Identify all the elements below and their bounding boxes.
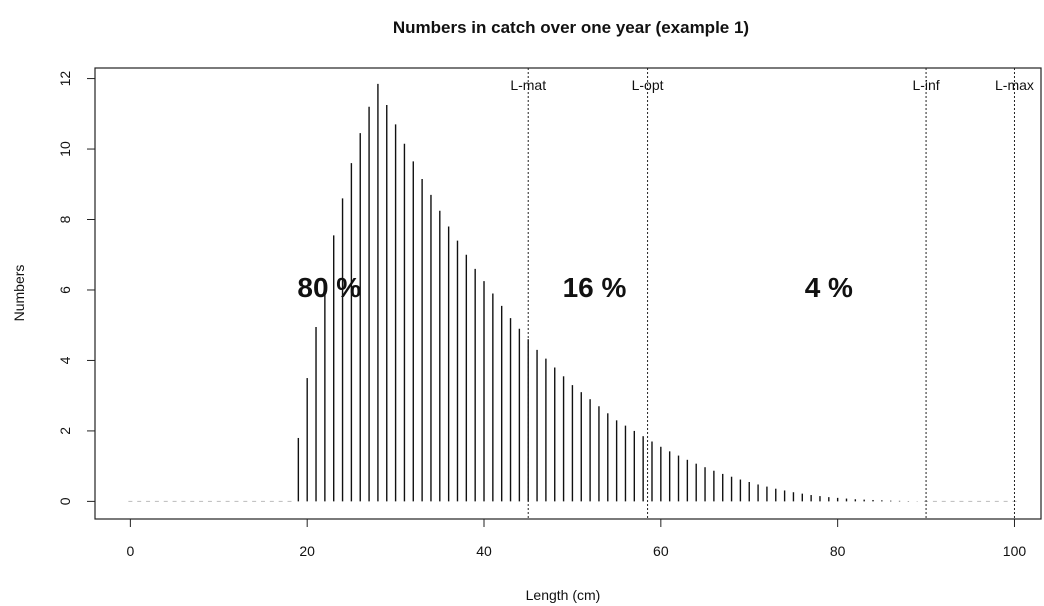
percent-annotation: 80 % bbox=[297, 272, 361, 303]
reference-line-label: L-inf bbox=[912, 77, 939, 93]
y-tick-label: 4 bbox=[57, 356, 73, 364]
plot-frame bbox=[94, 67, 1042, 520]
y-tick-label: 12 bbox=[57, 71, 73, 87]
chart-title: Numbers in catch over one year (example … bbox=[393, 18, 749, 37]
reference-lines-group: L-mat L-opt L-inf L-max bbox=[510, 68, 1034, 519]
reference-line-label: L-max bbox=[995, 77, 1034, 93]
y-axis-label: Numbers bbox=[11, 265, 27, 322]
y-tick-label: 8 bbox=[57, 215, 73, 223]
percent-annotation: 16 % bbox=[563, 272, 627, 303]
reference-line-label: L-opt bbox=[632, 77, 664, 93]
y-tick-label: 2 bbox=[57, 427, 73, 435]
y-axis: 0 2 4 6 8 10 12 bbox=[57, 71, 95, 505]
y-tick-label: 10 bbox=[57, 141, 73, 157]
percent-annotation: 4 % bbox=[805, 272, 853, 303]
x-tick-label: 40 bbox=[476, 543, 492, 559]
y-tick-label: 0 bbox=[57, 497, 73, 505]
x-tick-label: 80 bbox=[830, 543, 846, 559]
x-tick-label: 60 bbox=[653, 543, 669, 559]
x-axis: 0 20 40 60 80 100 bbox=[126, 519, 1026, 559]
annotations-group: 80 % 16 % 4 % bbox=[297, 272, 853, 303]
reference-line-label: L-mat bbox=[510, 77, 546, 93]
x-tick-label: 0 bbox=[126, 543, 134, 559]
y-tick-label: 6 bbox=[57, 286, 73, 294]
x-tick-label: 100 bbox=[1003, 543, 1027, 559]
x-axis-label: Length (cm) bbox=[526, 587, 601, 603]
x-tick-label: 20 bbox=[299, 543, 315, 559]
